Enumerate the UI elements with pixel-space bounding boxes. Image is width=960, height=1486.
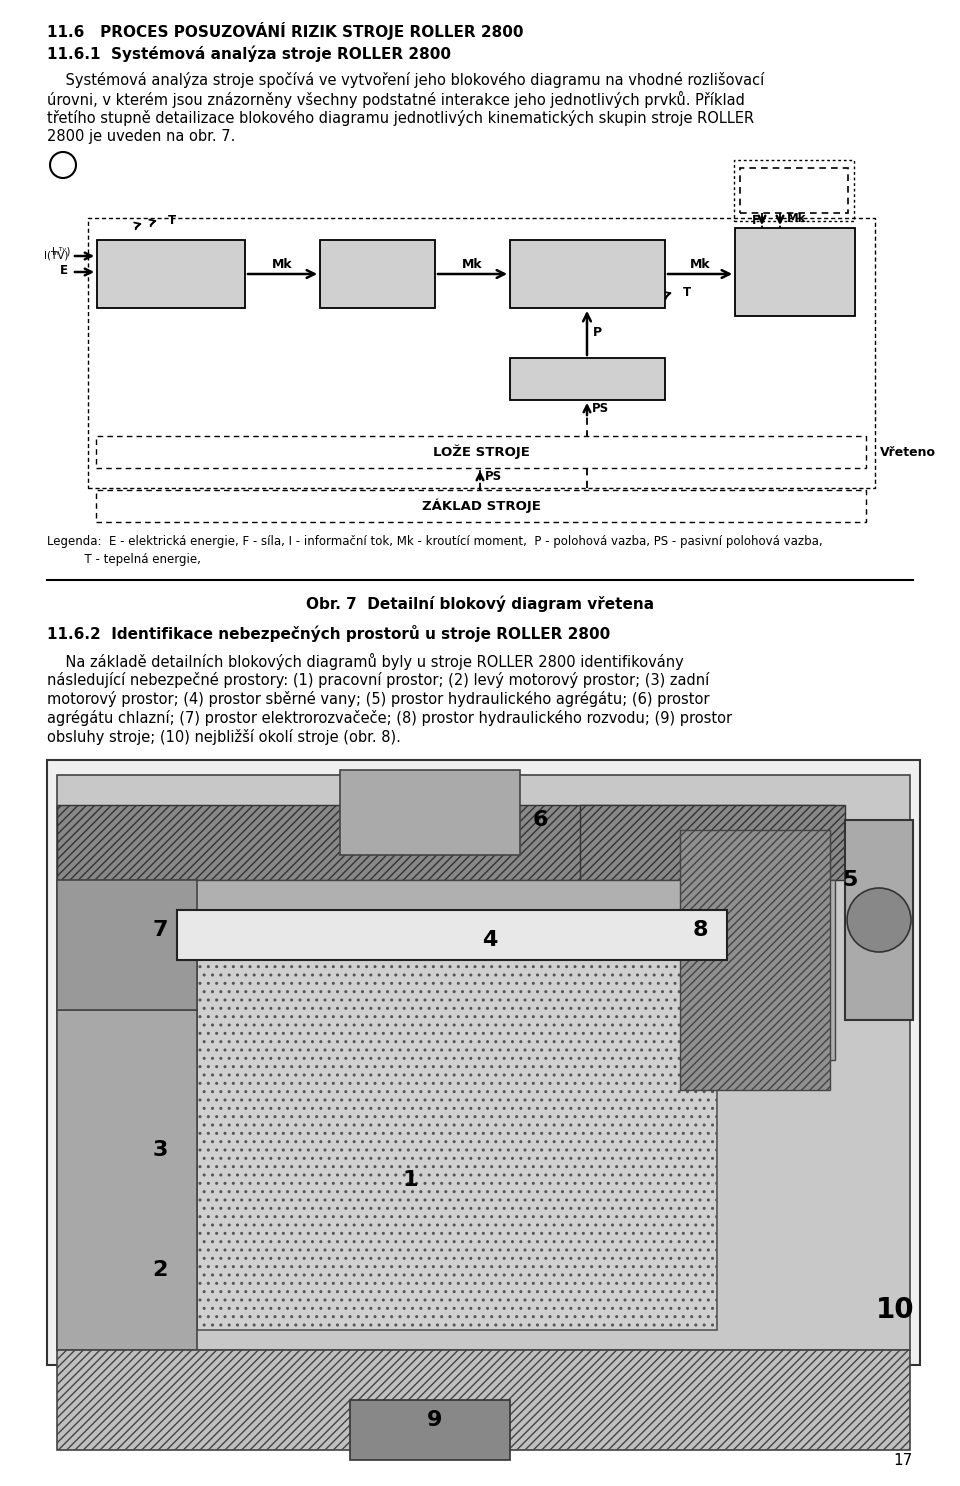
Bar: [740, 168, 848, 212]
Bar: [735, 227, 855, 317]
Text: E: E: [60, 265, 68, 278]
Bar: [57, 1349, 910, 1450]
Text: Obr. 8  Nebezpečné prostory - půdorys stroje ROLLER 2800: Obr. 8 Nebezpečné prostory - půdorys str…: [228, 1385, 732, 1401]
Text: 11.6.1  Systémová analýza stroje ROLLER 2800: 11.6.1 Systémová analýza stroje ROLLER 2…: [47, 46, 451, 62]
Bar: [96, 435, 866, 468]
Text: LOŽE STROJE: LOŽE STROJE: [433, 444, 529, 459]
Text: 17: 17: [894, 1453, 913, 1468]
Text: 7: 7: [153, 920, 168, 941]
Text: obsluhy stroje; (10) nejbližší okolí stroje (obr. 8).: obsluhy stroje; (10) nejbližší okolí str…: [47, 730, 401, 744]
Text: Mk: Mk: [273, 257, 293, 270]
Text: Řemenový: Řemenový: [339, 259, 417, 273]
Text: Vřeteno: Vřeteno: [880, 446, 936, 459]
Text: 4: 4: [482, 930, 497, 950]
Bar: [340, 770, 520, 854]
Text: Legenda:  E - elektrická energie, F - síla, I - informační tok, Mk - kroutící mo: Legenda: E - elektrická energie, F - síl…: [47, 535, 823, 548]
Bar: [57, 776, 910, 1349]
Text: třetího stupně detailizace blokového diagramu jednotlivých kinematických skupin : třetího stupně detailizace blokového dia…: [47, 110, 755, 126]
Text: 11.6   PROCES POSUZOVÁNÍ RIZIK STROJE ROLLER 2800: 11.6 PROCES POSUZOVÁNÍ RIZIK STROJE ROLL…: [47, 22, 523, 40]
Text: převod: převod: [351, 275, 404, 288]
Text: T - tepelná energie,: T - tepelná energie,: [47, 553, 201, 566]
Text: T: T: [168, 214, 176, 226]
Text: F: F: [752, 214, 760, 226]
Text: agrégátu chlazní; (7) prostor elektrorozvačeče; (8) prostor hydraulického rozvod: agrégátu chlazní; (7) prostor elektroroz…: [47, 710, 732, 727]
Text: 2: 2: [153, 1260, 168, 1279]
Bar: [57, 1010, 197, 1349]
Text: PS: PS: [592, 401, 610, 415]
Bar: [57, 880, 197, 1010]
Text: Systémová analýza stroje spočívá ve vytvoření jeho blokového diagramu na vhodné : Systémová analýza stroje spočívá ve vytv…: [47, 71, 764, 88]
Bar: [845, 820, 913, 1019]
Text: 5: 5: [842, 869, 857, 890]
Circle shape: [50, 152, 76, 178]
Text: Vřeteno: Vřeteno: [558, 267, 617, 281]
Text: 9: 9: [427, 1410, 443, 1430]
Text: Skříň vřetene: Skříň vřetene: [537, 373, 638, 385]
Text: unašeči: unašeči: [766, 270, 824, 284]
Text: 10: 10: [876, 1296, 914, 1324]
Text: Obrobek: Obrobek: [760, 183, 828, 198]
Text: Asynchronní motor: Asynchronní motor: [100, 267, 242, 281]
Text: 8: 8: [692, 920, 708, 941]
Text: motorový prostor; (4) prostor sběrné vany; (5) prostor hydraulického agrégátu; (: motorový prostor; (4) prostor sběrné van…: [47, 691, 709, 707]
Text: 11.6.2  Identifikace nebezpečných prostorů u stroje ROLLER 2800: 11.6.2 Identifikace nebezpečných prostor…: [47, 626, 611, 642]
Text: 6: 6: [532, 810, 548, 831]
Text: Na základě detailních blokových diagramů byly u stroje ROLLER 2800 identifikován: Na základě detailních blokových diagramů…: [47, 652, 684, 670]
Text: následující nebezpečné prostory: (1) pracovní prostor; (2) levý motorový prostor: následující nebezpečné prostory: (1) pra…: [47, 672, 709, 688]
Text: úrovni, v kterém jsou znázorněny všechny podstatné interakce jeho jednotlivých p: úrovni, v kterém jsou znázorněny všechny…: [47, 91, 745, 108]
Bar: [510, 358, 665, 400]
Text: Mk: Mk: [462, 257, 483, 270]
Bar: [734, 160, 854, 221]
Text: T: T: [683, 285, 691, 299]
Bar: [680, 831, 830, 1091]
Bar: [350, 1400, 510, 1461]
Bar: [197, 950, 717, 1330]
Text: Odpružený: Odpružený: [755, 236, 835, 250]
Text: Iₙᵀᵛ): Iₙᵀᵛ): [52, 247, 70, 257]
Text: P: P: [593, 327, 602, 339]
Text: 1: 1: [402, 1169, 418, 1190]
Text: hrot s: hrot s: [773, 254, 817, 266]
Bar: [580, 805, 845, 880]
Text: I(TV): I(TV): [43, 251, 68, 262]
Bar: [57, 805, 835, 880]
Bar: [88, 218, 875, 487]
Text: Mk: Mk: [689, 257, 710, 270]
Text: PS: PS: [485, 470, 502, 483]
Bar: [57, 880, 835, 1060]
Text: 2800 je uveden na obr. 7.: 2800 je uveden na obr. 7.: [47, 129, 235, 144]
Text: Obr. 7  Detailní blokový diagram vřetena: Obr. 7 Detailní blokový diagram vřetena: [306, 594, 654, 612]
Bar: [47, 759, 920, 1366]
Text: 3: 3: [153, 1140, 168, 1161]
Bar: [96, 490, 866, 522]
Bar: [177, 909, 727, 960]
Text: 3: 3: [58, 153, 69, 171]
Bar: [510, 241, 665, 308]
Text: Mk: Mk: [787, 211, 806, 224]
Text: ZÁKLAD STROJE: ZÁKLAD STROJE: [421, 499, 540, 513]
Circle shape: [847, 889, 911, 953]
Bar: [97, 241, 245, 308]
Bar: [320, 241, 435, 308]
